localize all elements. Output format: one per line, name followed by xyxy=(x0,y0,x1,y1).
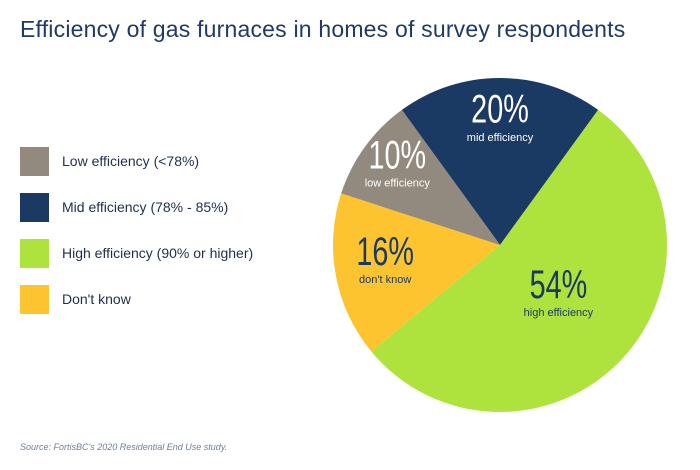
legend-swatch-high-efficiency xyxy=(20,238,49,268)
legend-item-mid-efficiency: Mid efficiency (78% - 85%) xyxy=(20,192,253,222)
pie-slice-label-high-efficiency: high efficiency xyxy=(524,307,594,319)
pie-slice-high-efficiency xyxy=(371,109,668,412)
pie-value-label-low-efficiency: 10% xyxy=(369,133,427,178)
legend: Low efficiency (<78%) Mid efficiency (78… xyxy=(20,146,253,330)
legend-label-low-efficiency: Low efficiency (<78%) xyxy=(62,153,200,169)
legend-item-dont-know: Don't know xyxy=(20,284,253,314)
chart-title: Efficiency of gas furnaces in homes of s… xyxy=(20,16,626,42)
pie-slice-label-mid-efficiency: mid efficiency xyxy=(467,132,534,144)
source-note: Source: FortisBC's 2020 Residential End … xyxy=(20,442,228,452)
pie-slice-low-efficiency xyxy=(341,109,500,245)
pie-value-label-high-efficiency: 54% xyxy=(530,262,588,307)
pie-value-label-mid-efficiency: 20% xyxy=(471,87,529,132)
pie-slice-dont-know xyxy=(333,193,500,352)
pie-slice-label-dont-know: don't know xyxy=(359,274,411,286)
legend-label-high-efficiency: High efficiency (90% or higher) xyxy=(62,245,254,261)
pie-value-label-dont-know: 16% xyxy=(356,229,414,274)
legend-swatch-mid-efficiency xyxy=(20,192,49,222)
pie-slice-label-low-efficiency: low efficiency xyxy=(365,177,431,189)
legend-item-low-efficiency: Low efficiency (<78%) xyxy=(20,146,253,176)
pie-slice-mid-efficiency xyxy=(401,78,599,246)
legend-swatch-dont-know xyxy=(20,284,49,314)
legend-swatch-low-efficiency xyxy=(20,146,49,176)
legend-label-dont-know: Don't know xyxy=(62,291,131,307)
legend-label-mid-efficiency: Mid efficiency (78% - 85%) xyxy=(62,199,229,215)
legend-item-high-efficiency: High efficiency (90% or higher) xyxy=(20,238,253,268)
